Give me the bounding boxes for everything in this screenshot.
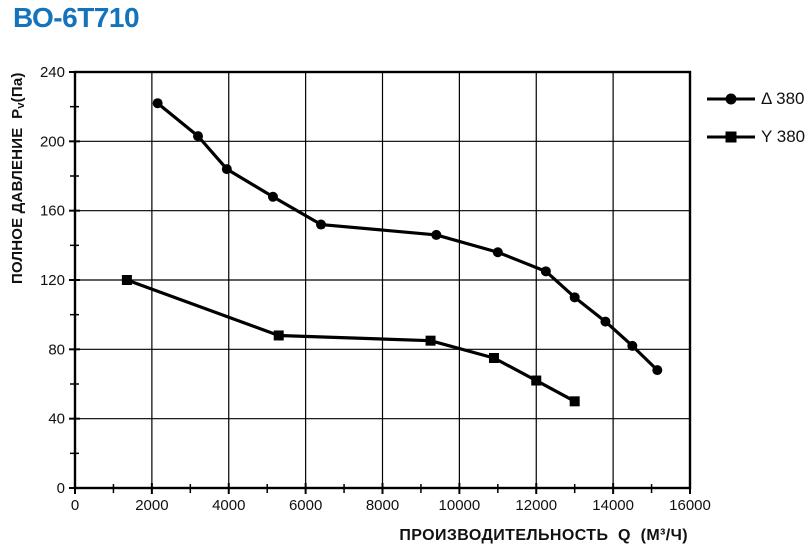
data-point-square: [121, 275, 132, 285]
x-tick-label: 4000: [212, 497, 245, 514]
data-point-circle: [492, 247, 503, 258]
x-tick-label: 0: [71, 497, 79, 514]
legend-square-marker-icon: [707, 131, 755, 143]
legend-item: Δ 380: [706, 87, 805, 111]
x-tick-label: 12000: [515, 497, 557, 514]
legend-item: Y 380: [706, 125, 805, 149]
data-point-square: [425, 335, 436, 346]
x-tick-label: 8000: [366, 497, 399, 514]
data-point-square: [531, 375, 542, 386]
data-point-circle: [540, 266, 551, 277]
y-tick-label: 200: [40, 133, 65, 150]
x-tick-label: 10000: [439, 497, 481, 514]
data-point-circle: [600, 316, 611, 327]
x-tick-label: 14000: [592, 497, 634, 514]
data-point-circle: [652, 365, 663, 376]
y-tick-label: 240: [40, 64, 65, 81]
data-point-square: [273, 330, 284, 341]
data-point-circle: [193, 131, 203, 142]
data-point-circle: [267, 191, 278, 202]
y-tick-label: 40: [48, 411, 65, 428]
series-line-1: [125, 278, 577, 403]
data-point-square: [569, 396, 580, 407]
data-point-circle: [221, 164, 232, 175]
data-point-circle: [627, 340, 638, 351]
y-tick-label: 80: [48, 341, 65, 358]
legend: Δ 380 Y 380: [706, 87, 805, 149]
y-tick-label: 160: [40, 203, 65, 220]
x-tick-label: 6000: [289, 497, 322, 514]
x-tick-label: 16000: [669, 497, 711, 514]
x-tick-label: 2000: [135, 497, 168, 514]
y-axis-title: ПОЛНОЕ ДАВЛЕНИЕ Pv(Па): [9, 72, 27, 284]
data-point-circle: [152, 98, 163, 109]
legend-label: Y 380: [761, 127, 806, 146]
data-point-circle: [316, 219, 326, 230]
y-tick-label: 120: [40, 272, 65, 289]
data-point-square: [488, 353, 499, 363]
legend-label: Δ 380: [761, 89, 805, 108]
y-tick-label: 0: [57, 480, 65, 497]
x-axis-title: ПРОИЗВОДИТЕЛЬНОСТЬ Q (М³/Ч): [399, 527, 688, 544]
chart-title: ВО-6Т710: [13, 2, 140, 33]
data-point-circle: [431, 229, 442, 240]
series-line-0: [156, 101, 659, 372]
data-point-circle: [569, 292, 580, 303]
legend-circle-marker-icon: [707, 93, 755, 105]
